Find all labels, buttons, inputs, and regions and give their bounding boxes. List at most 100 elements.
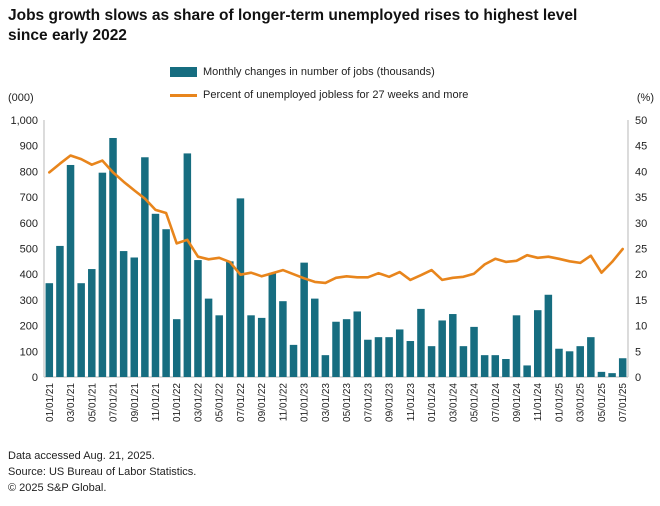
bar bbox=[374, 337, 383, 377]
right-axis-tick: 20 bbox=[635, 269, 647, 281]
x-axis-tick: 01/01/24 bbox=[427, 383, 438, 422]
left-axis-tick: 600 bbox=[20, 218, 38, 230]
x-axis-tick: 01/01/22 bbox=[172, 383, 183, 422]
right-axis-tick: 45 bbox=[635, 141, 647, 153]
footer-accessed: Data accessed Aug. 21, 2025. bbox=[8, 450, 155, 462]
x-axis-tick: 01/01/21 bbox=[45, 383, 56, 422]
bar bbox=[502, 359, 510, 377]
bar bbox=[459, 346, 468, 377]
bar bbox=[226, 261, 234, 377]
right-axis-tick: 0 bbox=[635, 372, 641, 384]
bar bbox=[321, 355, 330, 377]
bar bbox=[279, 301, 287, 377]
x-axis-tick: 07/01/24 bbox=[491, 383, 502, 422]
left-axis-tick: 700 bbox=[20, 192, 38, 204]
bar bbox=[480, 355, 489, 377]
bar bbox=[289, 344, 298, 377]
bar bbox=[109, 137, 117, 377]
bar bbox=[45, 283, 54, 377]
x-axis-tick: 11/01/24 bbox=[533, 383, 544, 422]
x-axis-labels: 01/01/21 03/01/21 05/01/21 07/01/21 09/01/21… bbox=[45, 383, 629, 422]
x-axis-tick: 03/01/23 bbox=[321, 383, 332, 422]
right-axis-tick: 5 bbox=[635, 346, 641, 358]
bars-series bbox=[45, 137, 627, 377]
combo-chart: 1,00090080070060050040030020010005045403… bbox=[10, 115, 647, 422]
legend-label-percent: Percent of unemployed jobless for 27 wee… bbox=[203, 89, 469, 101]
right-axis-tick: 35 bbox=[635, 192, 647, 204]
legend-item-jobs: Monthly changes in number of jobs (thous… bbox=[170, 64, 468, 80]
bar bbox=[449, 314, 457, 377]
x-axis-tick: 05/01/22 bbox=[215, 383, 226, 422]
bar bbox=[88, 269, 96, 377]
bar bbox=[66, 164, 75, 377]
bar bbox=[395, 329, 404, 377]
bar bbox=[385, 337, 393, 377]
x-axis-tick: 05/01/25 bbox=[597, 383, 608, 422]
x-axis-tick: 09/01/24 bbox=[512, 383, 523, 422]
bar bbox=[544, 294, 553, 377]
bar bbox=[533, 310, 542, 377]
bar bbox=[183, 153, 192, 377]
left-axis-tick: 200 bbox=[20, 321, 38, 333]
bar bbox=[172, 319, 181, 377]
bar bbox=[342, 319, 351, 377]
right-axis-tick: 40 bbox=[635, 166, 647, 178]
right-axis-unit: (%) bbox=[636, 92, 654, 104]
x-axis-tick: 11/01/21 bbox=[151, 383, 162, 422]
bar bbox=[597, 371, 606, 377]
bar bbox=[257, 317, 266, 377]
bar bbox=[56, 245, 64, 377]
bar bbox=[119, 251, 128, 377]
right-axis-tick: 10 bbox=[635, 321, 647, 333]
right-axis-tick: 50 bbox=[635, 115, 647, 127]
x-axis-tick: 07/01/22 bbox=[236, 383, 247, 422]
footer-source: Source: US Bureau of Labor Statistics. bbox=[8, 465, 197, 478]
x-axis-tick: 01/01/25 bbox=[555, 383, 566, 422]
right-axis-tick: 30 bbox=[635, 218, 647, 230]
bar bbox=[332, 321, 340, 377]
x-axis-tick: 03/01/22 bbox=[194, 383, 205, 422]
left-axis-tick: 400 bbox=[20, 269, 38, 281]
bar bbox=[470, 326, 478, 377]
x-axis-tick: 11/01/22 bbox=[278, 383, 289, 422]
left-axis-tick: 500 bbox=[20, 244, 38, 256]
left-axis-tick: 100 bbox=[20, 346, 38, 358]
bar bbox=[587, 337, 595, 377]
x-axis-tick: 07/01/21 bbox=[109, 383, 120, 422]
legend: Monthly changes in number of jobs (thous… bbox=[170, 64, 468, 110]
bar bbox=[162, 229, 170, 377]
x-axis-tick: 09/01/22 bbox=[257, 383, 268, 422]
left-axis-unit: (000) bbox=[8, 92, 34, 104]
left-axis-tick: 300 bbox=[20, 295, 38, 307]
right-axis-tick: 15 bbox=[635, 295, 647, 307]
bar bbox=[523, 365, 531, 377]
x-axis-tick: 05/01/21 bbox=[87, 383, 98, 422]
x-axis-tick: 09/01/21 bbox=[130, 383, 141, 422]
left-axis-tick: 800 bbox=[20, 166, 38, 178]
footer: Data accessed Aug. 21, 2025. Source: US … bbox=[8, 449, 196, 497]
axis-tick-labels: 1,00090080070060050040030020010005045403… bbox=[10, 115, 647, 384]
bar bbox=[151, 213, 160, 377]
line-series bbox=[47, 154, 625, 285]
x-axis-tick: 03/01/25 bbox=[576, 383, 587, 422]
bar bbox=[555, 348, 563, 377]
x-axis-tick: 09/01/23 bbox=[385, 383, 396, 422]
bar bbox=[98, 172, 107, 377]
line-series-swatch-icon bbox=[170, 93, 197, 97]
bar bbox=[364, 339, 372, 377]
bar bbox=[438, 320, 446, 377]
bar bbox=[565, 351, 574, 377]
footer-copyright: © 2025 S&P Global. bbox=[8, 481, 107, 494]
bar bbox=[130, 257, 139, 377]
bar bbox=[576, 346, 584, 377]
bar bbox=[268, 272, 277, 377]
x-axis-tick: 03/01/24 bbox=[448, 383, 459, 422]
bar bbox=[236, 198, 245, 377]
left-axis-tick: 0 bbox=[32, 372, 38, 384]
bar bbox=[417, 308, 425, 377]
legend-label-jobs: Monthly changes in number of jobs (thous… bbox=[203, 66, 435, 78]
bar bbox=[300, 262, 308, 377]
bar bbox=[608, 373, 616, 377]
x-axis-tick: 05/01/23 bbox=[342, 383, 353, 422]
